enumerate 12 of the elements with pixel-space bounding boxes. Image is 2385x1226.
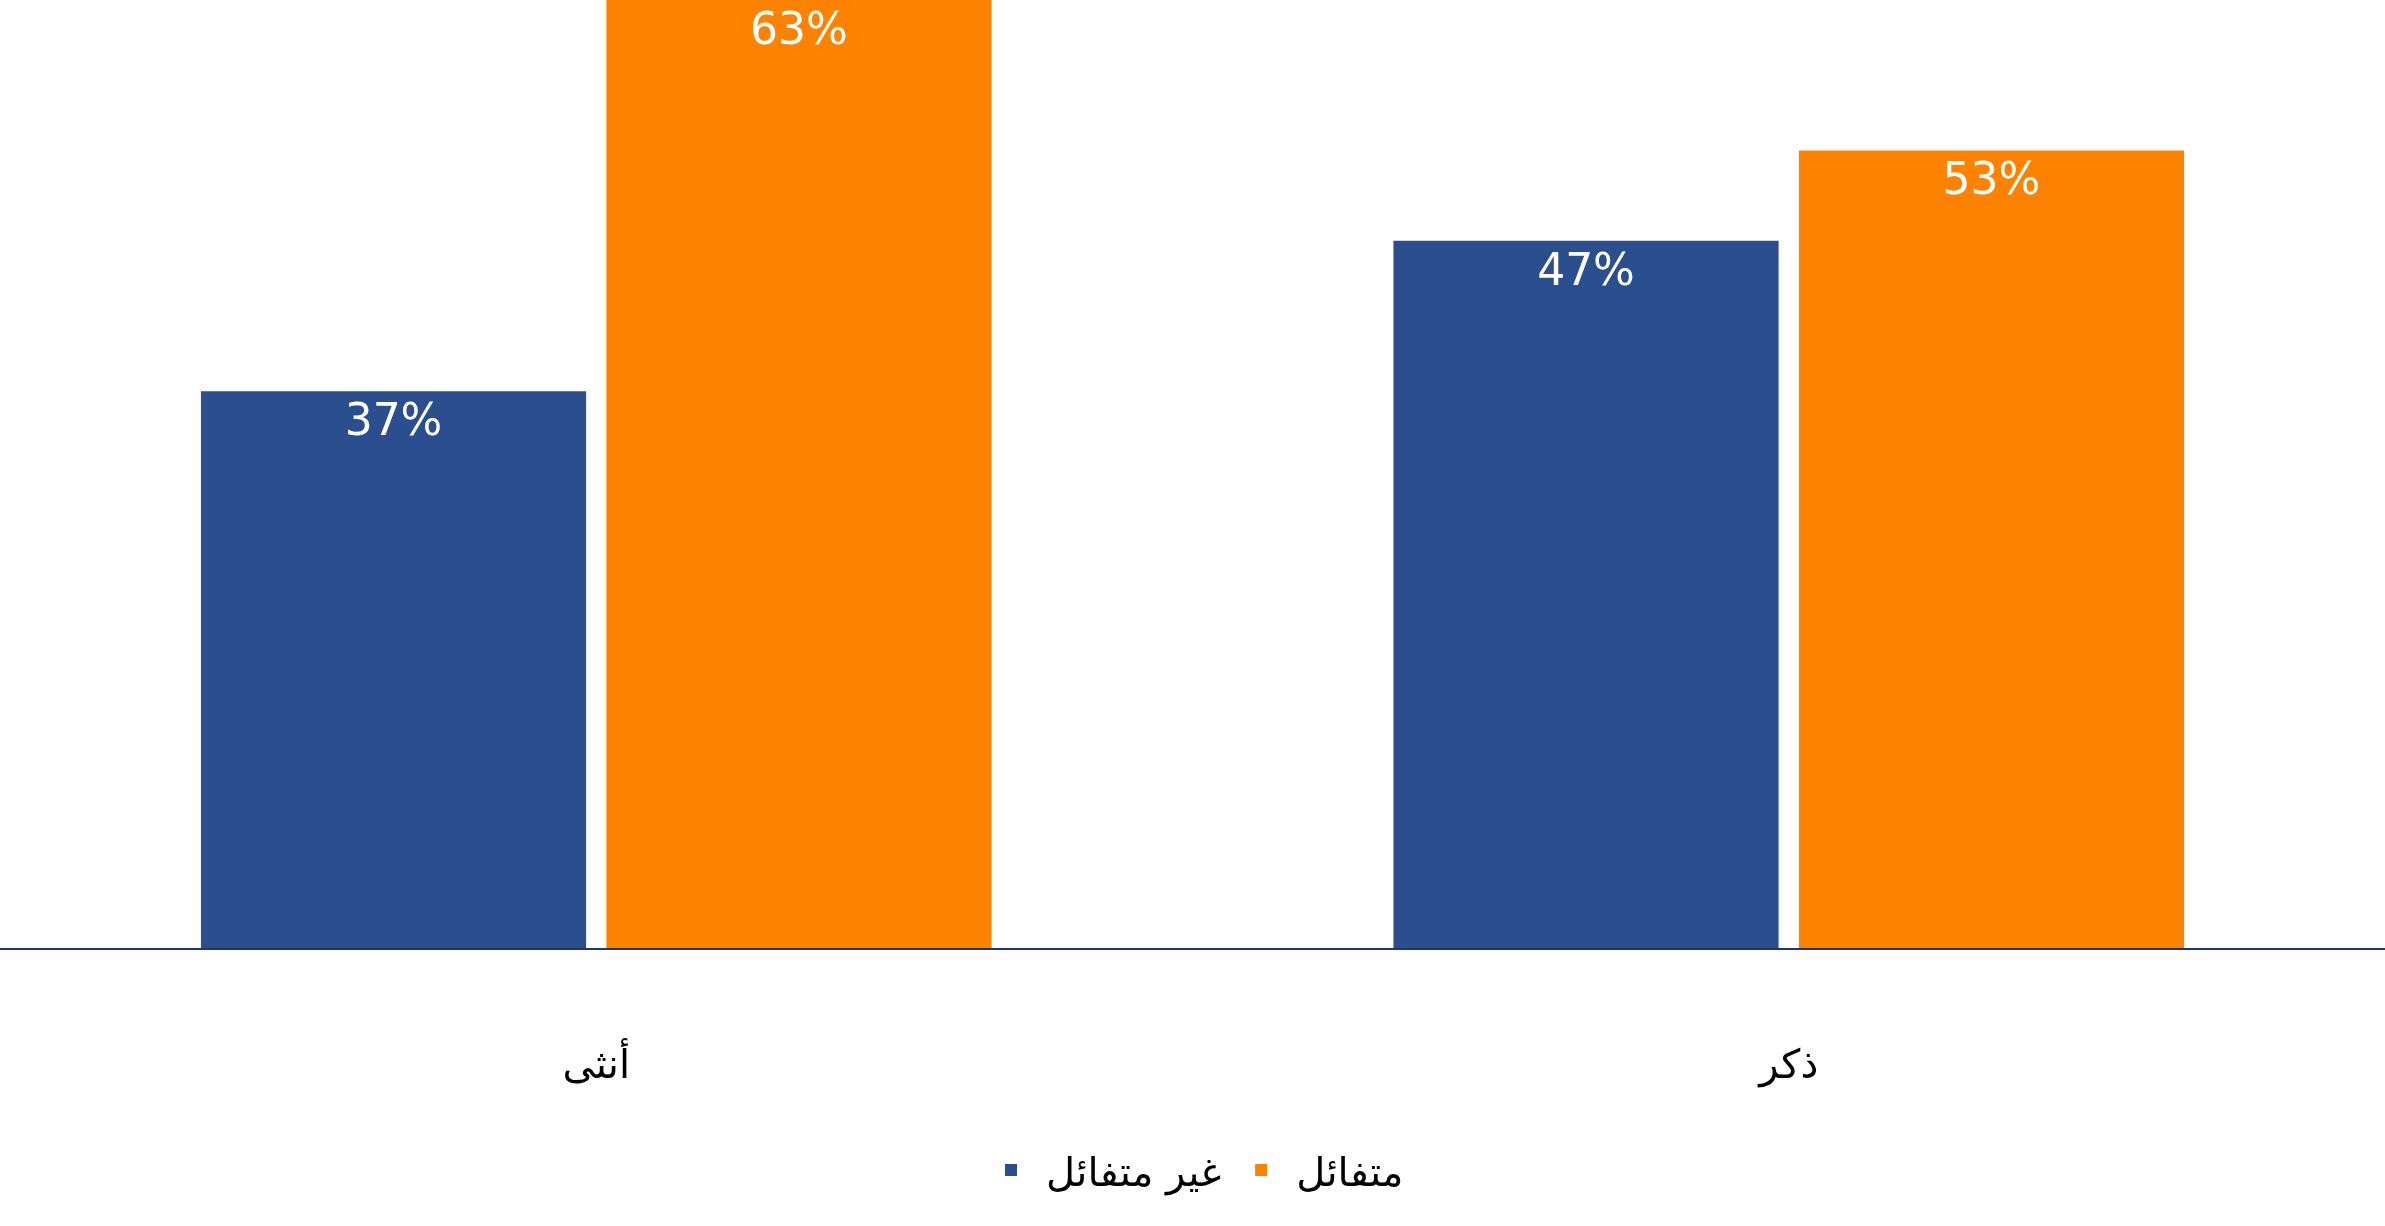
x-tick-label: ذكر	[1757, 1041, 1819, 1088]
bar	[606, 0, 992, 948]
data-label: 63%	[750, 3, 848, 54]
bar	[1393, 240, 1779, 948]
legend-label: متفائل	[1296, 1148, 1404, 1195]
legend-label: غير متفائل	[1046, 1148, 1222, 1196]
bar	[1798, 150, 2185, 948]
data-label: 37%	[344, 394, 443, 446]
data-label: 53%	[1942, 153, 2041, 205]
data-label: 47%	[1537, 243, 1635, 295]
x-tick-label: أنثى	[562, 1038, 631, 1087]
bar	[200, 391, 587, 948]
